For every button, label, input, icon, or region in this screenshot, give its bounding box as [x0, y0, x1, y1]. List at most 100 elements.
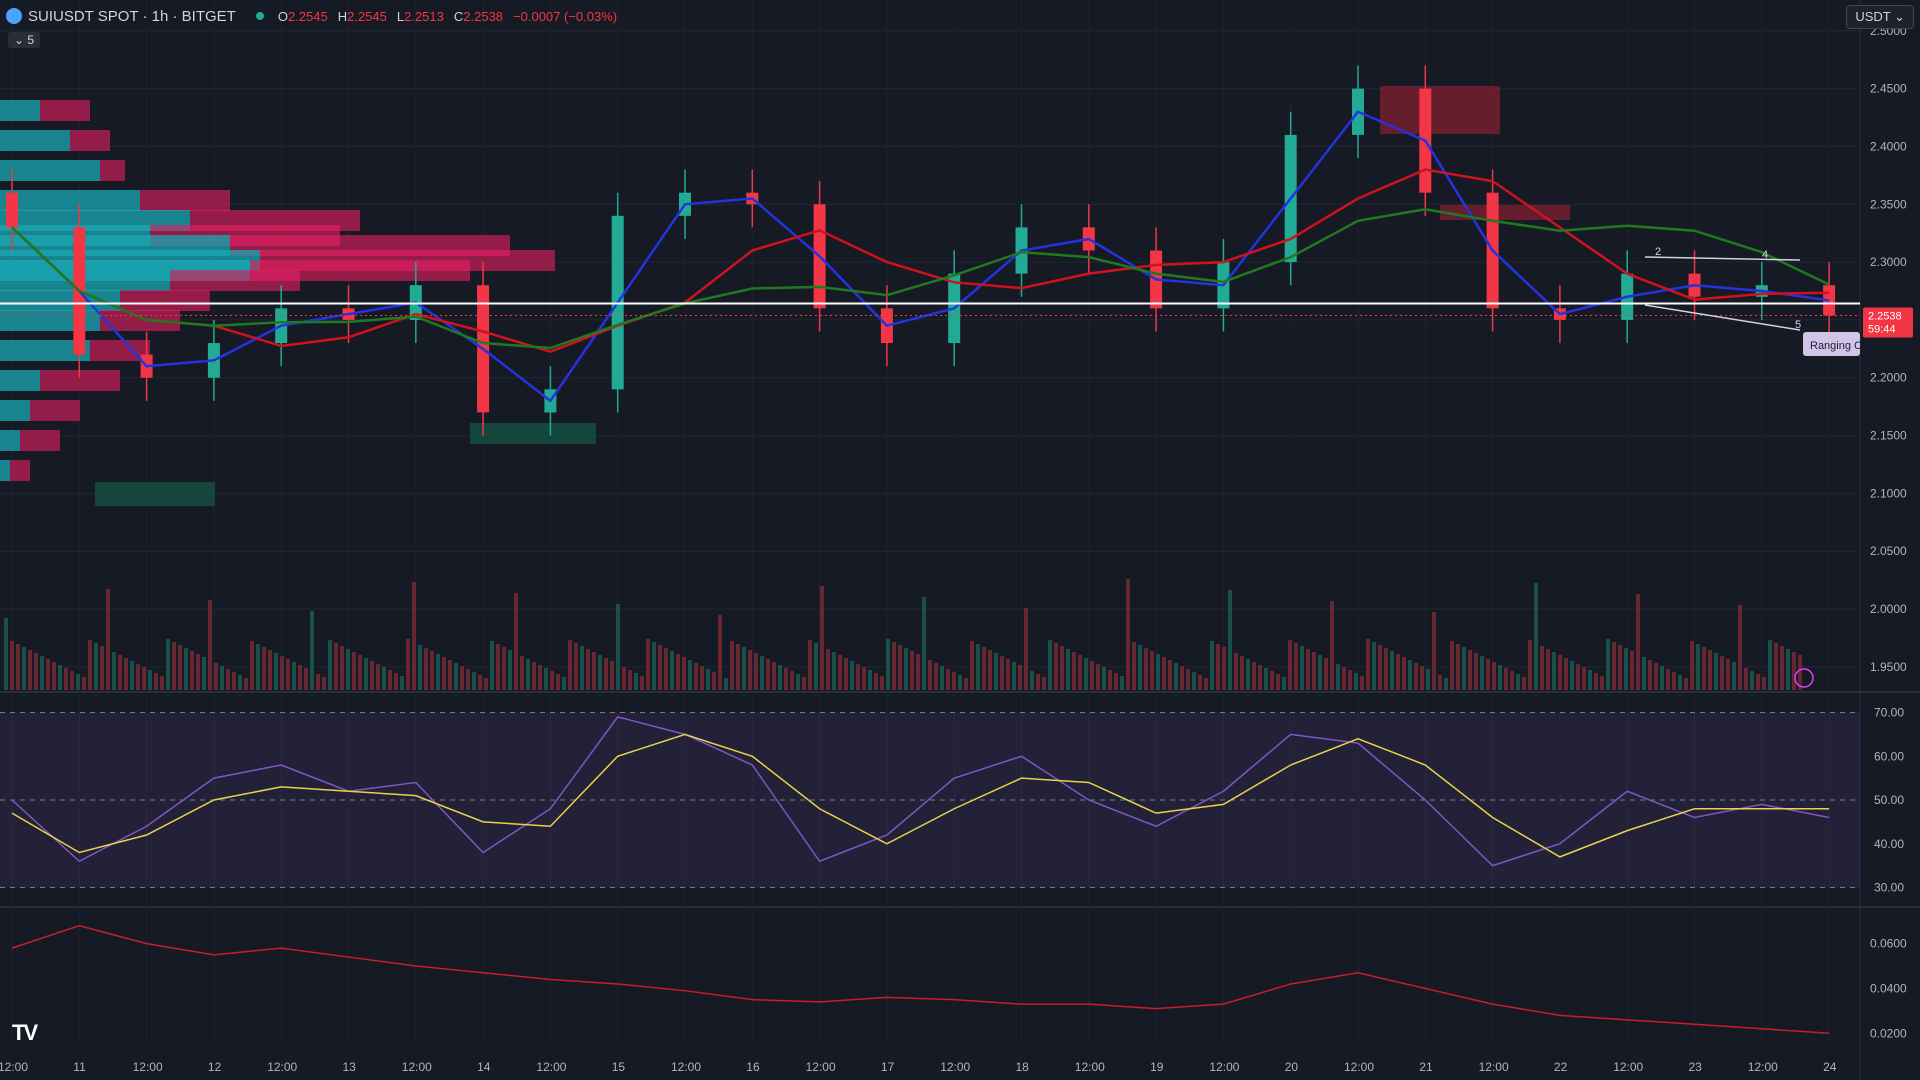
volume-profile-sell	[250, 260, 470, 281]
volume-bar	[628, 670, 632, 690]
volume-profile-sell	[100, 160, 125, 181]
volume-bar	[1072, 652, 1076, 690]
volume-bar	[610, 661, 614, 690]
candle-body	[6, 192, 18, 228]
volume-bar	[46, 659, 50, 690]
volume-bar	[1474, 653, 1478, 690]
volume-bar	[1498, 665, 1502, 690]
volume-bar	[1588, 670, 1592, 690]
current-price-label: 2.2538	[1868, 311, 1902, 323]
volume-bar	[1336, 664, 1340, 690]
volume-bar	[964, 678, 968, 690]
volume-bar	[496, 644, 500, 690]
volume-bar	[520, 656, 524, 690]
volume-bar	[82, 677, 86, 690]
volume-bar	[784, 668, 788, 690]
volume-bar	[1240, 656, 1244, 690]
ema-slow-line	[11, 207, 1830, 350]
volume-bar	[604, 658, 608, 690]
volume-bar	[670, 651, 674, 690]
volume-bar	[1504, 668, 1508, 690]
volume-bar	[1024, 608, 1028, 690]
volume-bar	[406, 639, 410, 690]
volume-bar	[1108, 670, 1112, 690]
price-tick-label: 2.0500	[1870, 544, 1907, 558]
volume-bar	[568, 640, 572, 690]
volume-bar	[1018, 665, 1022, 690]
symbol-title[interactable]: SUIUSDT SPOT · 1h · BITGET	[28, 7, 236, 25]
volume-bar	[256, 644, 260, 690]
volume-bar	[1054, 643, 1058, 690]
volume-bar	[1438, 675, 1442, 690]
wedge-lower-line	[1644, 304, 1801, 331]
volume-bar	[778, 665, 782, 690]
low-value: 2.2513	[404, 8, 444, 24]
change-value: −0.0007 (−0.03%)	[513, 8, 618, 24]
volume-bar	[856, 664, 860, 690]
volume-bar	[916, 654, 920, 690]
volume-bar	[76, 674, 80, 690]
indicator-toggle-badge[interactable]: ⌄ 5	[8, 32, 41, 48]
volume-bar	[658, 645, 662, 690]
volume-bar	[736, 644, 740, 690]
volume-bar	[994, 653, 998, 690]
volume-bar	[1582, 667, 1586, 690]
volume-bar	[676, 654, 680, 690]
volume-bar	[730, 641, 734, 690]
volume-bar	[508, 650, 512, 690]
volume-bar	[370, 661, 374, 690]
volume-bar	[1594, 673, 1598, 690]
volume-bar	[796, 674, 800, 690]
volume-bar	[712, 672, 716, 690]
volume-bar	[1078, 655, 1082, 690]
tradingview-logo[interactable]: TV	[12, 1020, 38, 1045]
volume-bar	[34, 653, 38, 690]
wave-label: 5	[1795, 319, 1801, 331]
volume-bar	[1558, 655, 1562, 690]
time-tick-label: 12:00	[1613, 1060, 1643, 1074]
volume-bar	[1246, 659, 1250, 690]
volume-bar	[340, 646, 344, 690]
current-price-tag	[1863, 307, 1913, 338]
volume-bar	[274, 653, 278, 690]
volume-bar	[142, 667, 146, 690]
volume-bar	[1186, 669, 1190, 690]
time-tick-label: 20	[1285, 1060, 1299, 1074]
volume-profile-buy	[0, 100, 40, 121]
volume-bar	[1762, 677, 1766, 690]
volume-bar	[208, 600, 212, 690]
volume-bar	[1408, 660, 1412, 690]
volume-bar	[598, 655, 602, 690]
volume-bar	[562, 677, 566, 690]
time-tick-label: 12:00	[536, 1060, 566, 1074]
volume-bar	[244, 678, 248, 690]
volume-bar	[1042, 677, 1046, 690]
rsi-tick-label: 50.00	[1874, 793, 1904, 807]
volume-bar	[1570, 661, 1574, 690]
volume-bar	[1228, 590, 1232, 690]
currency-select[interactable]: USDT ⌄	[1846, 5, 1914, 29]
volume-bar	[1678, 675, 1682, 690]
volume-bar	[376, 664, 380, 690]
volume-bar	[358, 655, 362, 690]
volume-bar	[478, 675, 482, 690]
volume-bar	[460, 666, 464, 690]
volume-bar	[958, 675, 962, 690]
volume-bar	[1624, 648, 1628, 690]
time-tick-label: 12:00	[1075, 1060, 1105, 1074]
volume-bar	[934, 663, 938, 690]
volume-bar	[262, 647, 266, 690]
volume-bar	[184, 648, 188, 690]
time-tick-label: 14	[477, 1060, 491, 1074]
volume-bar	[1378, 645, 1382, 690]
close-label: C	[453, 8, 464, 24]
volume-bar	[580, 646, 584, 690]
volume-bar	[1252, 662, 1256, 690]
volume-bar	[724, 678, 728, 690]
volume-profile-buy	[0, 460, 10, 481]
volume-bar	[1132, 642, 1136, 690]
volume-bar	[1576, 664, 1580, 690]
time-tick-label: 12:00	[1748, 1060, 1778, 1074]
